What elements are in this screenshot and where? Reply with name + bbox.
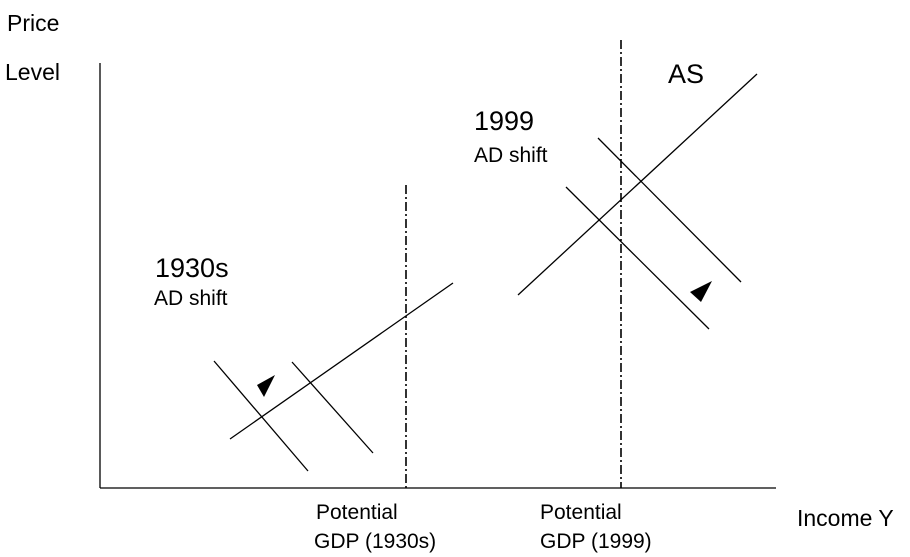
as-curve-1999 [517,73,758,296]
potential-gdp-1999-label-line1: Potential [540,501,622,524]
ad-curve-1999-new [597,137,742,283]
potential-gdp-1930s-label-line1: Potential [316,501,398,524]
potential-gdp-1930s-label-line2: GDP (1930s) [314,530,436,553]
ad-shift-arrow-1930s [257,375,275,397]
y-axis-label-line2: Level [5,59,60,85]
year-label-1999: 1999 [474,106,534,136]
as-label: AS [668,59,704,89]
ad-shift-label-1999: AD shift [474,144,548,167]
year-label-1930s: 1930s [155,253,229,283]
ad-curve-1999-original [565,186,710,330]
ad-shift-arrow-1999 [690,281,712,302]
x-axis-label: Income Y [797,505,894,531]
potential-gdp-1999-label-line2: GDP (1999) [540,530,652,553]
y-axis-label-line1: Price [7,10,59,36]
ad-curve-1930s-original [291,361,374,454]
ad-curve-1930s-new [213,360,309,472]
ad-shift-label-1930s: AD shift [154,287,228,310]
as-curve-1930s [229,282,454,440]
